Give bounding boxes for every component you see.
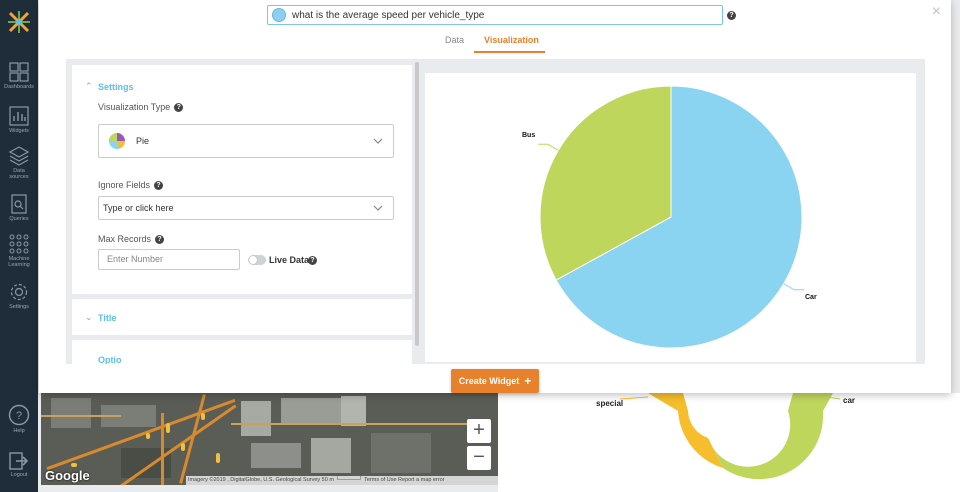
logout-icon <box>9 452 29 470</box>
pie-chart <box>537 85 805 349</box>
query-text: what is the average speed per vehicle_ty… <box>292 9 485 21</box>
map-attribution[interactable]: Imagery ©2019 , DigitalGlobe, U.S. Geolo… <box>186 476 498 485</box>
sidebar-item-label: Data sources <box>9 168 29 180</box>
help-icon: ? <box>8 404 30 426</box>
sidebar-item-label: Settings <box>9 304 29 310</box>
sidebar-item-label: Machine Learning <box>8 256 30 268</box>
donut-label-car: car <box>843 396 856 405</box>
create-widget-label: Create Widget <box>458 376 520 386</box>
pie-chart-icon <box>109 133 125 149</box>
sidebar-item-label: Dashboards <box>4 84 34 90</box>
viz-type-value: Pie <box>136 136 150 146</box>
title-section-label: Title <box>98 313 117 323</box>
machine-learning-icon <box>9 234 29 254</box>
content-area: ⌃ Settings Visualization Type ? Pie Igno… <box>66 59 925 364</box>
dashboards-icon <box>9 62 29 82</box>
query-help-icon[interactable]: ? <box>727 11 736 20</box>
chevron-down-icon: ⌄ <box>85 312 93 322</box>
svg-text:?: ? <box>16 410 22 422</box>
sidebar-item-data-sources[interactable]: Data sources <box>0 146 38 180</box>
pie-leader-bus <box>537 143 559 151</box>
map-zoom-in-button[interactable]: + <box>467 419 491 443</box>
donut-chart <box>619 393 841 480</box>
data-sources-icon <box>9 146 29 166</box>
sidebar-item-dashboards[interactable]: Dashboards <box>0 62 38 90</box>
pie-label-bus: Bus <box>522 132 536 139</box>
sidebar-item-logout[interactable]: Logout <box>0 452 38 478</box>
ignore-fields-placeholder: Type or click here <box>103 203 174 213</box>
widgets-icon <box>9 106 29 126</box>
ignore-fields-help-icon[interactable]: ? <box>154 180 164 190</box>
max-records-label: Max Records ? <box>98 234 165 244</box>
next-section[interactable]: Optio <box>72 340 412 364</box>
queries-icon <box>11 194 27 214</box>
ignore-fields-label: Ignore Fields ? <box>98 180 164 190</box>
pie-slices <box>539 85 803 349</box>
map-zoom-out-button[interactable]: − <box>467 446 491 470</box>
settings-scrollbar[interactable] <box>415 62 419 346</box>
donut-segment-special <box>678 411 723 468</box>
tab-data[interactable]: Data <box>445 35 465 45</box>
plus-icon: + <box>524 374 532 388</box>
sidebar-item-queries[interactable]: Queries <box>0 194 38 222</box>
live-data-toggle[interactable] <box>248 255 266 265</box>
settings-panel: ⌃ Settings Visualization Type ? Pie Igno… <box>72 65 412 294</box>
donut-leader-car <box>825 396 841 400</box>
tab-visualization[interactable]: Visualization <box>484 35 539 45</box>
live-data-help-icon[interactable]: ? <box>308 256 317 265</box>
close-icon[interactable]: × <box>931 3 941 20</box>
query-input[interactable]: what is the average speed per vehicle_ty… <box>267 5 723 25</box>
sidebar-item-settings[interactable]: Settings <box>0 282 38 310</box>
background-map-widget[interactable] <box>41 393 498 485</box>
chevron-down-icon <box>373 205 383 211</box>
chevron-down-icon <box>373 138 383 144</box>
donut-segment-car <box>708 411 824 480</box>
viz-type-label: Visualization Type ? <box>98 102 184 112</box>
donut-segment-car-top <box>788 393 833 411</box>
donut-label-special: special <box>596 399 624 408</box>
chevron-up-icon[interactable]: ⌃ <box>85 81 93 91</box>
background-donut-widget: special car <box>498 393 960 492</box>
ignore-fields-label-text: Ignore Fields <box>98 180 151 190</box>
max-records-input[interactable]: Enter Number <box>98 249 240 270</box>
max-records-label-text: Max Records <box>98 234 152 244</box>
sidebar-item-label: Widgets <box>9 128 29 134</box>
settings-icon <box>10 283 28 301</box>
create-widget-button[interactable]: Create Widget + <box>451 369 539 393</box>
max-records-help-icon[interactable]: ? <box>155 234 165 244</box>
sidebar-item-help[interactable]: ? Help <box>0 404 38 434</box>
settings-section-title[interactable]: Settings <box>98 82 134 92</box>
viz-type-help-icon[interactable]: ? <box>174 102 184 112</box>
create-widget-modal: × what is the average speed per vehicle_… <box>39 0 951 393</box>
sidebar-item-label: Queries <box>9 216 29 222</box>
app-logo[interactable] <box>7 10 31 34</box>
sidebar-item-widgets[interactable]: Widgets <box>0 106 38 134</box>
query-avatar-icon <box>272 8 286 22</box>
sidebar-item-label: Logout <box>10 472 28 478</box>
sidebar-item-machine-learning[interactable]: Machine Learning <box>0 234 38 268</box>
next-section-label: Optio <box>98 355 122 364</box>
live-data-label: Live Data <box>269 255 310 265</box>
sidebar-item-label: Help <box>13 428 25 434</box>
pie-leaders <box>537 143 805 291</box>
donut-leader-special <box>619 396 649 400</box>
pie-leader-car <box>783 283 805 291</box>
active-tab-indicator <box>474 51 545 53</box>
chart-preview-panel: Bus Car <box>425 73 916 362</box>
title-section[interactable]: ⌄ Title <box>72 299 412 335</box>
google-logo: Google <box>45 468 90 483</box>
donut-segment-special-top <box>648 393 688 411</box>
sidebar: Dashboards Widgets Data sources Queries … <box>0 0 38 492</box>
viz-type-label-text: Visualization Type <box>98 102 171 112</box>
pie-label-car: Car <box>805 294 817 301</box>
pie-slice-bus[interactable] <box>539 85 672 281</box>
viz-type-select[interactable]: Pie <box>98 124 394 158</box>
ignore-fields-input[interactable]: Type or click here <box>98 196 394 220</box>
